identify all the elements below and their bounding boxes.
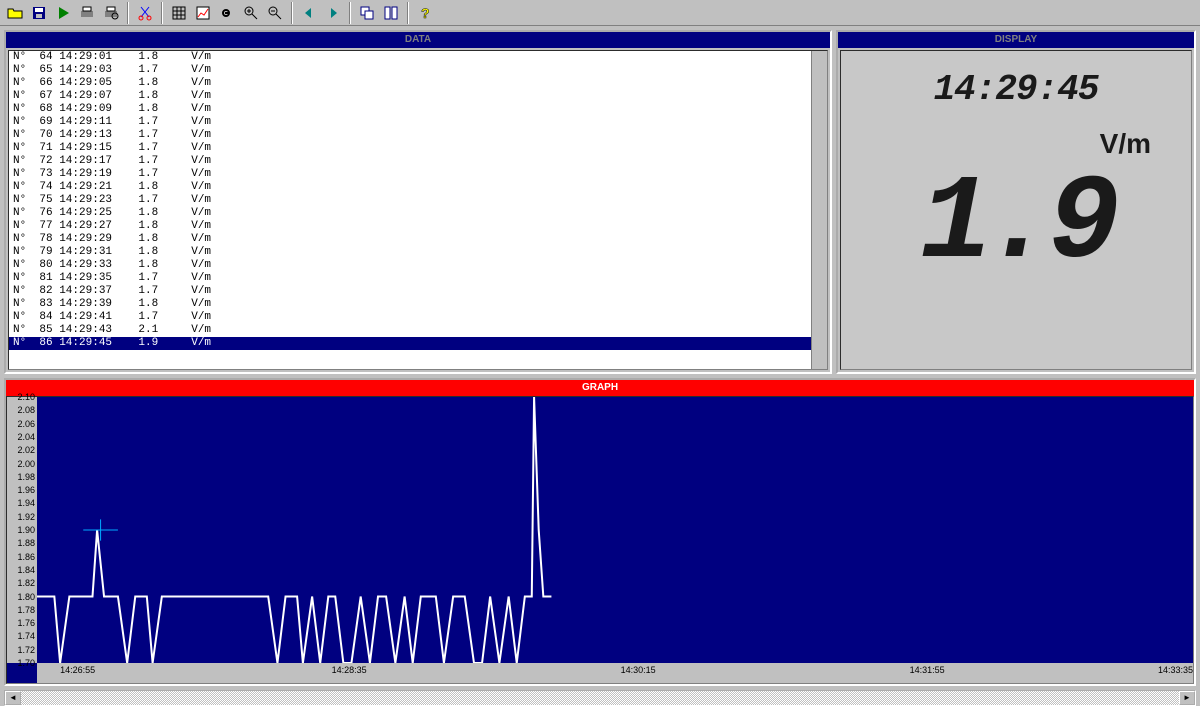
data-row[interactable]: N° 81 14:29:35 1.7 V/m: [9, 272, 827, 285]
lcd-unit: V/m: [1100, 128, 1151, 160]
data-row[interactable]: N° 84 14:29:41 1.7 V/m: [9, 311, 827, 324]
data-row[interactable]: N° 67 14:29:07 1.8 V/m: [9, 90, 827, 103]
data-row[interactable]: N° 80 14:29:33 1.8 V/m: [9, 259, 827, 272]
toolbar: ?: [0, 0, 1200, 26]
data-row[interactable]: N° 78 14:29:29 1.8 V/m: [9, 233, 827, 246]
data-row[interactable]: N° 76 14:29:25 1.8 V/m: [9, 207, 827, 220]
data-list[interactable]: N° 64 14:29:01 1.8 V/mN° 65 14:29:03 1.7…: [8, 50, 828, 370]
data-row[interactable]: N° 65 14:29:03 1.7 V/m: [9, 64, 827, 77]
data-row[interactable]: N° 74 14:29:21 1.8 V/m: [9, 181, 827, 194]
display-panel: DISPLAY 14:29:45 V/m 1.9: [836, 30, 1196, 374]
data-row[interactable]: N° 68 14:29:09 1.8 V/m: [9, 103, 827, 116]
svg-text:?: ?: [421, 5, 430, 21]
xtick: 14:30:15: [621, 665, 656, 675]
xtick: 14:33:35: [1158, 665, 1193, 675]
data-row[interactable]: N° 79 14:29:31 1.8 V/m: [9, 246, 827, 259]
ytick: 1.90: [17, 525, 35, 535]
graph-panel-title: GRAPH: [6, 380, 1194, 396]
data-row[interactable]: N° 75 14:29:23 1.7 V/m: [9, 194, 827, 207]
lcd-display: 14:29:45 V/m 1.9: [840, 50, 1192, 370]
xtick: 14:26:55: [60, 665, 95, 675]
data-scrollbar[interactable]: [811, 51, 827, 369]
scroll-left-button[interactable]: ◄: [5, 691, 21, 705]
xtick: 14:28:35: [332, 665, 367, 675]
ytick: 2.00: [17, 459, 35, 469]
ytick: 2.08: [17, 405, 35, 415]
data-row[interactable]: N° 66 14:29:05 1.8 V/m: [9, 77, 827, 90]
graph-body[interactable]: 2.102.082.062.042.022.001.981.961.941.92…: [6, 396, 1194, 684]
data-row[interactable]: N° 70 14:29:13 1.7 V/m: [9, 129, 827, 142]
xtick: 14:31:55: [910, 665, 945, 675]
data-row[interactable]: N° 72 14:29:17 1.7 V/m: [9, 155, 827, 168]
chart-button[interactable]: [192, 2, 214, 24]
data-row[interactable]: N° 69 14:29:11 1.7 V/m: [9, 116, 827, 129]
ytick: 2.04: [17, 432, 35, 442]
ytick: 1.74: [17, 631, 35, 641]
data-row[interactable]: N° 86 14:29:45 1.9 V/m: [9, 337, 827, 350]
data-row[interactable]: N° 82 14:29:37 1.7 V/m: [9, 285, 827, 298]
cut-button[interactable]: [134, 2, 156, 24]
play-button[interactable]: [52, 2, 74, 24]
ytick: 2.02: [17, 445, 35, 455]
ytick: 1.72: [17, 645, 35, 655]
data-row[interactable]: N° 83 14:29:39 1.8 V/m: [9, 298, 827, 311]
zoom-out-button[interactable]: [264, 2, 286, 24]
ytick: 1.88: [17, 538, 35, 548]
tile-button[interactable]: [380, 2, 402, 24]
print-preview-button[interactable]: [100, 2, 122, 24]
ytick: 1.92: [17, 512, 35, 522]
data-row[interactable]: N° 73 14:29:19 1.7 V/m: [9, 168, 827, 181]
data-panel: DATA N° 64 14:29:01 1.8 V/mN° 65 14:29:0…: [4, 30, 832, 374]
lcd-value: 1.9: [920, 165, 1112, 285]
ytick: 2.06: [17, 419, 35, 429]
ytick: 1.80: [17, 592, 35, 602]
ytick: 1.84: [17, 565, 35, 575]
data-row[interactable]: N° 71 14:29:15 1.7 V/m: [9, 142, 827, 155]
print-button[interactable]: [76, 2, 98, 24]
display-panel-title: DISPLAY: [838, 32, 1194, 48]
ytick: 1.78: [17, 605, 35, 615]
cascade-button[interactable]: [356, 2, 378, 24]
ytick: 1.82: [17, 578, 35, 588]
graph-hscrollbar[interactable]: ◄ ►: [4, 690, 1196, 706]
data-panel-title: DATA: [6, 32, 830, 48]
ytick: 1.86: [17, 552, 35, 562]
ytick: 1.94: [17, 498, 35, 508]
graph-plot[interactable]: [37, 397, 1193, 663]
scroll-track[interactable]: [21, 691, 1179, 705]
link-button[interactable]: [216, 2, 238, 24]
ytick: 1.98: [17, 472, 35, 482]
ytick: 2.10: [17, 392, 35, 402]
save-button[interactable]: [28, 2, 50, 24]
graph-yaxis: 2.102.082.062.042.022.001.981.961.941.92…: [7, 397, 37, 663]
open-button[interactable]: [4, 2, 26, 24]
graph-xaxis: 14:26:55 14:28:35 14:30:15 14:31:55 14:33:35: [37, 663, 1193, 683]
next-button[interactable]: [322, 2, 344, 24]
help-button[interactable]: ?: [414, 2, 436, 24]
data-row[interactable]: N° 77 14:29:27 1.8 V/m: [9, 220, 827, 233]
prev-button[interactable]: [298, 2, 320, 24]
scroll-right-button[interactable]: ►: [1179, 691, 1195, 705]
graph-panel: GRAPH 2.10 2.08 2.06 2.04 2.02 2.00 1.98 1.96 1.…: [4, 378, 1196, 686]
ytick: 1.76: [17, 618, 35, 628]
data-row[interactable]: N° 64 14:29:01 1.8 V/m: [9, 51, 827, 64]
ytick: 1.70: [17, 658, 35, 668]
data-row[interactable]: N° 85 14:29:43 2.1 V/m: [9, 324, 827, 337]
grid-button[interactable]: [168, 2, 190, 24]
lcd-time: 14:29:45: [934, 69, 1099, 110]
ytick: 1.96: [17, 485, 35, 495]
zoom-in-button[interactable]: [240, 2, 262, 24]
